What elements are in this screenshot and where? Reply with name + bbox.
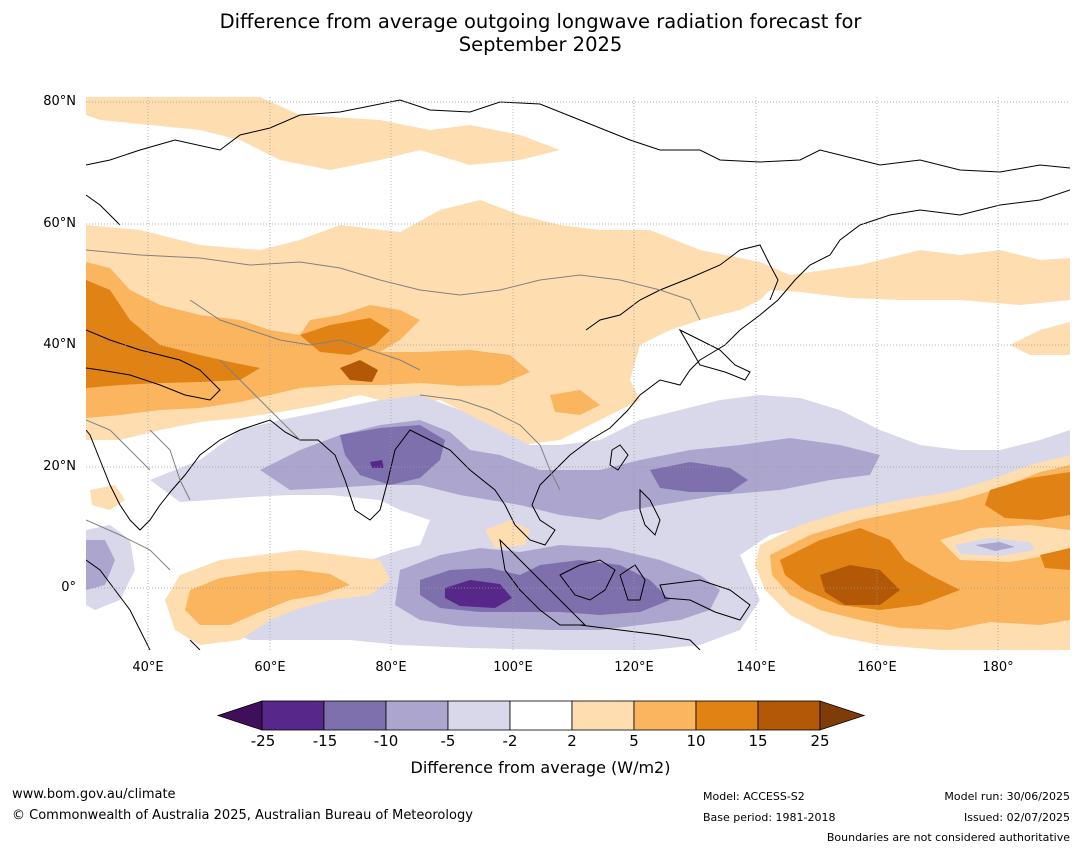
- colorbar-tick: -10: [373, 732, 399, 750]
- lon-label-120e: 120°E: [614, 660, 654, 675]
- positive-anomaly-region: [185, 570, 350, 625]
- base-period-text: Base period: 1981-2018: [703, 811, 836, 824]
- model-run-text: Model run: 30/06/2025: [944, 790, 1070, 803]
- colorbar-extend-low: [216, 700, 263, 731]
- lat-label-20n: 20°N: [43, 459, 76, 474]
- negative-anomaly-region: [445, 580, 512, 608]
- model-text: Model: ACCESS-S2: [703, 790, 805, 803]
- colorbar-segment: [633, 700, 697, 731]
- lon-label-180: 180°: [982, 660, 1014, 675]
- colorbar: [216, 700, 866, 731]
- colorbar-segment: [261, 700, 325, 731]
- colorbar-segment: [447, 700, 511, 731]
- colorbar-tick: 25: [810, 732, 830, 750]
- lon-label-80e: 80°E: [375, 660, 407, 675]
- colorbar-tick: -5: [440, 732, 456, 750]
- negative-anomaly-region: [975, 542, 1015, 551]
- website-text: www.bom.gov.au/climate: [12, 787, 176, 802]
- chart-title: Difference from average outgoing longwav…: [0, 10, 1081, 56]
- lon-label-160e: 160°E: [857, 660, 897, 675]
- positive-anomaly-region: [340, 360, 378, 382]
- coastlines: [86, 99, 1070, 650]
- positive-anomaly-region: [86, 280, 260, 388]
- lat-label-60n: 60°N: [43, 216, 76, 231]
- positive-anomaly-region: [820, 565, 900, 605]
- lon-label-100e: 100°E: [493, 660, 533, 675]
- positive-anomaly-region: [90, 485, 125, 510]
- lon-label-40e: 40°E: [132, 660, 164, 675]
- lon-label-60e: 60°E: [254, 660, 286, 675]
- colorbar-segment: [695, 700, 759, 731]
- colorbar-tick: -15: [312, 732, 338, 750]
- map-fields: [86, 97, 1070, 650]
- colorbar-tick: 15: [748, 732, 768, 750]
- colorbar-tick: 2: [567, 732, 577, 750]
- issued-text: Issued: 02/07/2025: [963, 811, 1070, 824]
- colorbar-segment: [509, 700, 573, 731]
- colorbar-tick: -2: [502, 732, 518, 750]
- positive-anomaly-region: [300, 318, 390, 355]
- title-line-1: Difference from average outgoing longwav…: [219, 10, 862, 33]
- positive-anomaly-region: [86, 97, 560, 170]
- country-boundaries: [86, 249, 701, 571]
- positive-anomaly-region: [485, 520, 530, 548]
- anomaly-map: [86, 97, 1070, 650]
- colorbar-tick: 10: [686, 732, 706, 750]
- lat-label-80n: 80°N: [43, 94, 76, 109]
- lat-label-0: 0°: [61, 580, 76, 595]
- lat-label-40n: 40°N: [43, 337, 76, 352]
- lon-label-140e: 140°E: [736, 660, 776, 675]
- colorbar-segment: [757, 700, 821, 731]
- title-line-2: September 2025: [458, 33, 623, 56]
- copyright-text: © Commonwealth of Australia 2025, Austra…: [12, 808, 473, 823]
- colorbar-segment: [571, 700, 635, 731]
- colorbar-segment: [323, 700, 387, 731]
- colorbar-segments: [216, 700, 866, 731]
- colorbar-extend-high: [819, 700, 866, 731]
- colorbar-label: Difference from average (W/m2): [410, 758, 671, 777]
- negative-anomaly-region: [340, 425, 445, 485]
- colorbar-tick: -25: [250, 732, 276, 750]
- graticule: [86, 97, 1070, 650]
- positive-anomaly-region: [985, 472, 1070, 520]
- positive-anomaly-region: [550, 390, 600, 415]
- colorbar-tick: 5: [629, 732, 639, 750]
- positive-anomaly-region: [1010, 322, 1070, 355]
- negative-anomaly-region: [370, 460, 384, 468]
- disclaimer-text: Boundaries are not considered authoritat…: [826, 831, 1070, 844]
- positive-anomaly-region: [1040, 548, 1070, 570]
- colorbar-segment: [385, 700, 449, 731]
- negative-anomaly-region: [650, 462, 748, 492]
- negative-anomaly-region: [86, 540, 115, 590]
